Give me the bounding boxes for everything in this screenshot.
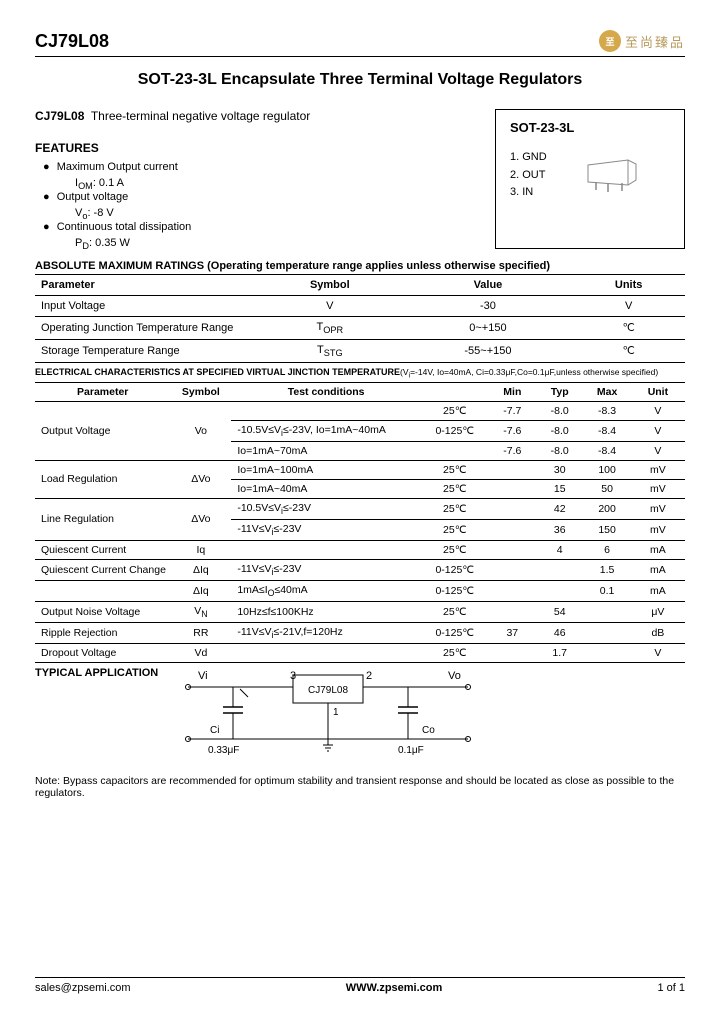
elec-col: Typ: [536, 382, 583, 401]
elec-row: Dropout VoltageVd25℃1.7V: [35, 644, 685, 663]
svg-text:2: 2: [366, 670, 372, 682]
absmax-table: ParameterSymbolValueUnits Input VoltageV…: [35, 274, 685, 363]
elec-note: (Vi=-14V, Io=40mA, Ci=0.33μF,Co=0.1μF,un…: [400, 367, 658, 377]
footer-email: sales@zpsemi.com: [35, 982, 131, 994]
elec-col: [421, 382, 489, 401]
elec-row: Ripple RejectionRR-11V≤Vi≤-21V,f=120Hz0-…: [35, 623, 685, 644]
intro-desc: CJ79L08 Three-terminal negative voltage …: [35, 109, 475, 123]
pin-label: 1. GND: [510, 149, 547, 167]
absmax-row: Input VoltageV-30V: [35, 295, 685, 316]
package-drawing: [578, 150, 648, 200]
absmax-col: Parameter: [35, 274, 256, 295]
page-title: SOT-23-3L Encapsulate Three Terminal Vol…: [35, 71, 685, 89]
features-list: ● Maximum Output current IOM: 0.1 A● Outp…: [35, 161, 475, 252]
co-label: Co: [422, 725, 435, 736]
elec-row: Line RegulationΔVo-10.5V≤Vi≤-23V25℃42200…: [35, 498, 685, 519]
ci-label: Ci: [210, 725, 219, 736]
elec-col: Max: [583, 382, 630, 401]
vi-label: Vi: [198, 670, 208, 682]
typapp-heading: TYPICAL APPLICATION: [35, 667, 158, 679]
page-header: CJ79L08 至 至尚臻品: [35, 30, 685, 57]
absmax-col: Units: [572, 274, 685, 295]
elec-col: Test conditions: [231, 382, 421, 401]
footer-page: 1 of 1: [657, 982, 685, 994]
intro-text: Three-terminal negative voltage regulato…: [91, 109, 310, 123]
intro-part: CJ79L08: [35, 109, 84, 123]
elec-row: Load RegulationΔVoIo=1mA~100mA25℃30100mV: [35, 460, 685, 479]
feature-item: ● Maximum Output current: [35, 161, 475, 173]
intro-section: CJ79L08 Three-terminal negative voltage …: [35, 109, 685, 252]
vo-label: Vo: [448, 670, 461, 682]
pin-label: 2. OUT: [510, 167, 547, 185]
feature-item: ● Continuous total dissipation: [35, 221, 475, 233]
logo-icon: 至: [599, 30, 621, 52]
package-name: SOT-23-3L: [510, 120, 670, 135]
note-text: Note: Bypass capacitors are recommended …: [35, 775, 685, 799]
elec-row: Quiescent Current ChangeΔIq-11V≤Vi≤-23V0…: [35, 559, 685, 580]
elec-row: Quiescent CurrentIq25℃46mA: [35, 540, 685, 559]
circuit-diagram: Vi 3 2 Vo CJ79L08 1 Ci 0.33μF: [168, 667, 488, 767]
feature-sub: Vo: -8 V: [75, 207, 475, 221]
part-number: CJ79L08: [35, 31, 109, 52]
elec-table: ParameterSymbolTest conditions MinTypMaxU…: [35, 382, 685, 664]
elec-row: ΔIq1mA≤IO≤40mA0-125℃0.1mA: [35, 581, 685, 602]
pin-label: 3. IN: [510, 184, 547, 202]
feature-sub: PD: 0.35 W: [75, 237, 475, 251]
chip-label: CJ79L08: [308, 685, 348, 696]
brand-logo: 至 至尚臻品: [599, 30, 685, 52]
package-pins: 1. GND2. OUT3. IN: [510, 149, 547, 202]
elec-col: Symbol: [170, 382, 231, 401]
feature-sub: IOM: 0.1 A: [75, 177, 475, 191]
package-box: SOT-23-3L 1. GND2. OUT3. IN: [495, 109, 685, 249]
elec-col: Min: [489, 382, 536, 401]
elec-row: Output VoltageVo25℃-7.7-8.0-8.3V: [35, 401, 685, 420]
absmax-col: Symbol: [256, 274, 404, 295]
logo-text: 至尚臻品: [625, 32, 685, 51]
elec-row: Output Noise VoltageVN10Hz≤f≤100KHz25℃54…: [35, 602, 685, 623]
page-footer: sales@zpsemi.com WWW.zpsemi.com 1 of 1: [35, 977, 685, 994]
elec-heading: ELECTRICAL CHARACTERISTICS AT SPECIFIED …: [35, 367, 685, 380]
absmax-row: Storage Temperature RangeTSTG-55~+150℃: [35, 339, 685, 362]
footer-site: WWW.zpsemi.com: [346, 982, 443, 994]
svg-text:1: 1: [333, 707, 339, 718]
elec-col: Unit: [631, 382, 685, 401]
elec-col: Parameter: [35, 382, 170, 401]
absmax-heading: ABSOLUTE MAXIMUM RATINGS (Operating temp…: [35, 260, 685, 272]
co-val: 0.1μF: [398, 745, 424, 756]
features-heading: FEATURES: [35, 141, 475, 155]
feature-item: ● Output voltage: [35, 191, 475, 203]
elec-h-text: ELECTRICAL CHARACTERISTICS AT SPECIFIED …: [35, 367, 400, 377]
absmax-row: Operating Junction Temperature RangeTOPR…: [35, 316, 685, 339]
ci-val: 0.33μF: [208, 745, 239, 756]
absmax-col: Value: [404, 274, 573, 295]
